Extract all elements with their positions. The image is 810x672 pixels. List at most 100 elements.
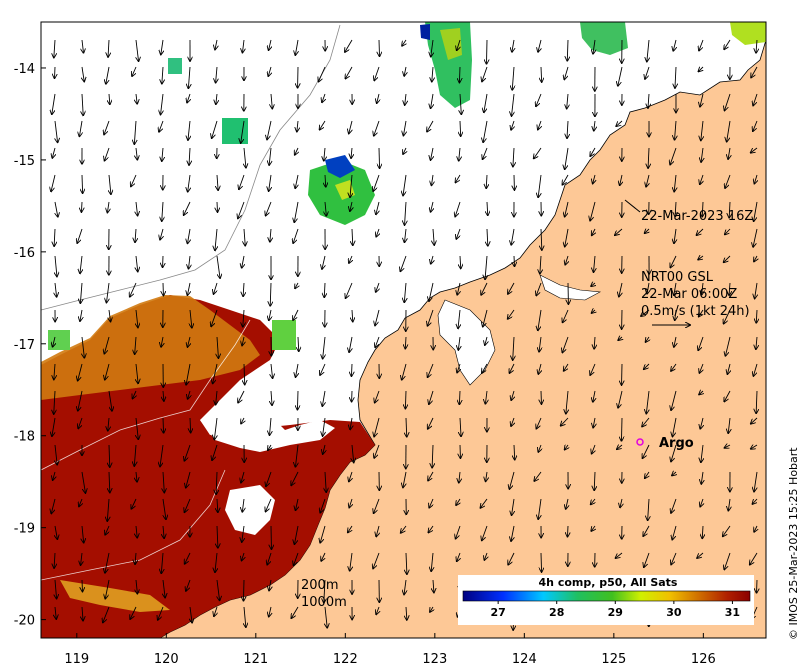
current-vector-arrow: [106, 66, 110, 84]
current-vector-arrow: [590, 147, 596, 156]
current-vector-arrow: [647, 282, 649, 294]
current-vector-arrow: [322, 390, 325, 406]
current-vector-arrow: [405, 390, 406, 409]
sst-patch-small: [48, 58, 296, 350]
current-vector-arrow: [456, 525, 461, 539]
current-vector-arrow: [350, 552, 352, 571]
current-vector-arrow: [55, 120, 58, 142]
current-vector-arrow: [374, 498, 380, 513]
current-vector-arrow: [242, 336, 244, 345]
current-vector-arrow: [267, 120, 272, 139]
current-vector-arrow: [162, 201, 163, 221]
current-vector-arrow: [459, 147, 460, 161]
current-vector-arrow: [594, 120, 595, 131]
current-vector-arrow: [723, 525, 731, 536]
sst-patch-ne: [580, 22, 766, 55]
current-vector-arrow: [214, 417, 217, 439]
current-vector-arrow: [671, 498, 677, 513]
inlet: [539, 274, 602, 301]
current-vector-arrow: [322, 93, 325, 102]
current-vector-arrow: [725, 336, 731, 356]
current-vector-arrow: [243, 282, 244, 296]
contour-200m: [41, 24, 341, 311]
current-vector-arrow: [295, 282, 298, 288]
colorbar-tick-label: 30: [666, 606, 682, 619]
current-vector-arrow: [646, 174, 649, 187]
current-vector-arrow: [755, 282, 757, 298]
current-vector-arrow: [373, 552, 380, 568]
current-vector-arrow: [752, 498, 757, 504]
current-vector-arrow: [486, 39, 487, 64]
current-vector-arrow: [82, 336, 84, 358]
current-vector-arrow: [538, 498, 541, 519]
current-vector-arrow: [212, 444, 218, 460]
current-vector-arrow: [618, 337, 622, 340]
current-vector-arrow: [214, 282, 217, 294]
current-vector-arrow: [566, 390, 568, 414]
current-vector-arrow: [565, 201, 569, 217]
current-vector-arrow: [593, 174, 595, 183]
current-vector-arrow: [325, 471, 326, 492]
current-vector-arrow: [750, 552, 758, 565]
current-scale-label: 0.5m/s (1kt 24h): [641, 304, 750, 319]
current-vector-arrow: [562, 174, 569, 185]
current-vector-arrow: [325, 174, 326, 187]
current-vector-arrow: [751, 445, 758, 449]
current-vector-arrow: [323, 336, 325, 359]
current-vector-arrow: [81, 471, 85, 493]
current-vector-arrow: [297, 120, 298, 132]
current-vector-arrow: [428, 471, 434, 481]
current-vector-arrow: [136, 39, 139, 61]
current-vector-arrow: [484, 552, 487, 560]
current-vector-arrow: [131, 174, 137, 186]
current-vector-arrow: [482, 363, 488, 373]
current-vector-arrow: [403, 120, 406, 135]
current-vector-arrow: [106, 282, 109, 302]
current-vector-arrow: [593, 39, 595, 54]
current-vector-arrow: [320, 525, 326, 543]
current-vector-arrow: [349, 336, 352, 352]
current-vector-arrow: [645, 66, 650, 79]
current-vector-arrow: [242, 39, 244, 53]
latitude-axis: -14 -15 -16 -17 -18 -19 -20: [14, 62, 46, 629]
cloud-gap: [225, 485, 275, 535]
contour-1000m: [41, 319, 251, 471]
current-vector-arrow: [325, 201, 326, 216]
current-vector-arrow: [55, 579, 57, 599]
current-vector-arrow: [78, 363, 83, 381]
current-vector-arrow: [487, 201, 488, 215]
current-vector-arrow: [375, 390, 380, 403]
current-vector-arrow: [643, 444, 650, 458]
current-vector-arrow: [616, 552, 623, 558]
lon-tick-label: 123: [422, 652, 447, 667]
current-vector-arrow: [620, 498, 622, 507]
current-vector-arrow: [374, 417, 380, 437]
current-vector-arrow: [697, 552, 704, 558]
current-vector-arrow: [132, 66, 137, 76]
current-vector-arrow: [594, 255, 595, 272]
current-vector-arrow: [405, 336, 406, 349]
current-vector-arrow: [78, 417, 83, 428]
current-vector-arrow: [131, 498, 137, 509]
current-vector-arrow: [590, 201, 596, 221]
current-vector-arrow: [136, 201, 138, 216]
current-vector-arrow: [485, 255, 487, 279]
current-vector-arrow: [428, 525, 434, 533]
current-vector-arrow: [756, 336, 757, 349]
lon-tick-label: 120: [154, 652, 179, 667]
lat-tick-label: -19: [14, 522, 35, 537]
current-vector-arrow: [375, 309, 380, 325]
contour-200m-label: 200m: [301, 578, 338, 593]
current-vector-arrow: [270, 228, 271, 242]
current-vector-arrow: [352, 228, 353, 245]
current-vector-arrow: [52, 93, 56, 114]
current-vector-arrow: [53, 336, 55, 347]
current-vector-arrow: [672, 525, 677, 540]
current-vector-arrow: [158, 606, 164, 620]
current-vector-arrow: [724, 39, 731, 49]
current-vector-arrow: [81, 552, 82, 565]
current-vector-arrow: [643, 525, 650, 536]
current-vector-arrow: [136, 363, 138, 383]
current-vector-arrow: [406, 606, 407, 620]
current-vector-arrow: [405, 93, 406, 105]
